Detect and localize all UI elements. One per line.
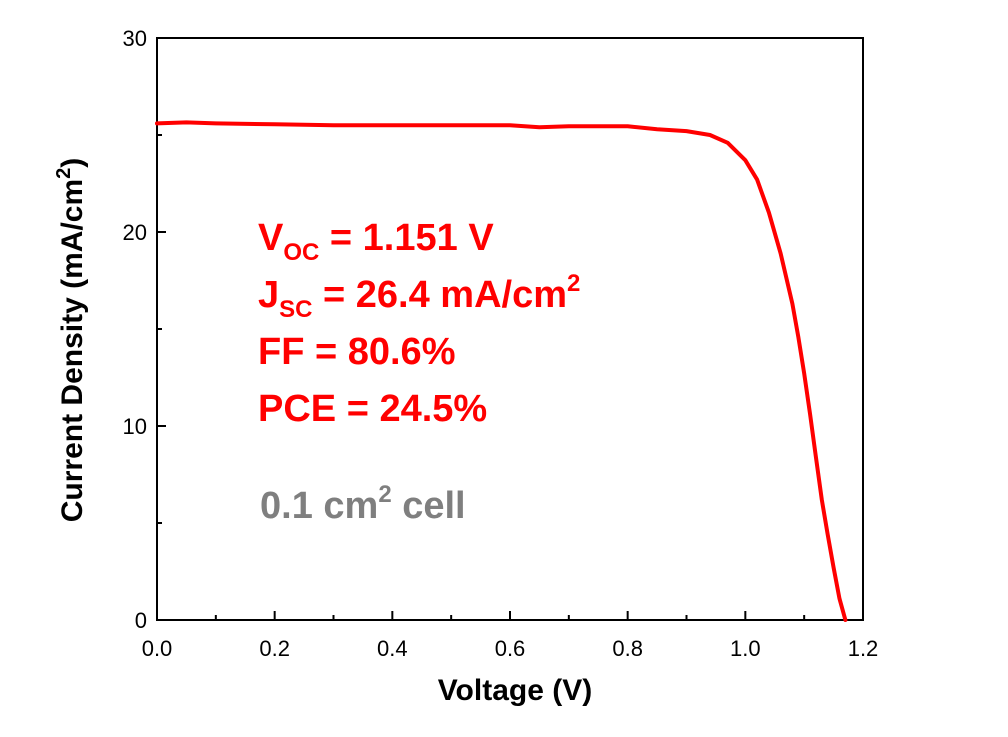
y-tick-label: 10 <box>123 414 147 439</box>
annotation-subscript: SC <box>279 296 312 323</box>
x-tick-label: 0.4 <box>377 636 408 661</box>
cell-note-sup: 2 <box>378 481 391 508</box>
x-tick-label: 0.0 <box>142 636 173 661</box>
y-tick-label: 20 <box>123 220 147 245</box>
x-tick-label: 1.0 <box>730 636 761 661</box>
annotation-value: FF = 80.6% <box>258 331 455 373</box>
jv-series-line <box>155 120 848 622</box>
y-tick-label: 0 <box>135 608 147 633</box>
annotation-line: FF = 80.6% <box>258 331 455 373</box>
annotation-symbol: J <box>258 274 279 316</box>
x-tick-label: 0.2 <box>259 636 290 661</box>
x-tick-label: 0.6 <box>495 636 526 661</box>
cell-area-note: 0.1 cm2 cell <box>260 481 466 527</box>
y-axis-title-tail: ) <box>56 158 89 168</box>
y-tick-label: 30 <box>123 26 147 51</box>
cell-note-post: cell <box>392 485 466 527</box>
series-layer <box>155 120 848 622</box>
y-axis-title-main: Current Density (mA/cm <box>56 179 89 522</box>
x-tick-label: 1.2 <box>848 636 879 661</box>
y-axis-ticks: 0 10 20 30 <box>123 26 166 633</box>
annotation-subscript: OC <box>283 239 319 266</box>
annotation-superscript: 2 <box>567 270 580 297</box>
x-axis-title: Voltage (V) <box>438 674 592 707</box>
y-axis-title-sup: 2 <box>53 168 75 179</box>
annotation-line: VOC = 1.151 V <box>258 217 494 266</box>
annotation-value: PCE = 24.5% <box>258 388 487 430</box>
y-axis-title: Current Density (mA/cm2) <box>53 158 89 523</box>
annotation-line: JSC = 26.4 mA/cm2 <box>258 270 580 323</box>
annotation-line: PCE = 24.5% <box>258 388 487 430</box>
annotation-value: = 26.4 mA/cm <box>312 274 567 316</box>
annotation-symbol: V <box>258 217 284 259</box>
x-axis-ticks: 0.0 0.2 0.4 0.6 0.8 1.0 1.2 <box>142 611 879 661</box>
x-tick-label: 0.8 <box>612 636 643 661</box>
cell-note-pre: 0.1 cm <box>260 485 378 527</box>
annotation-value: = 1.151 V <box>319 217 494 259</box>
